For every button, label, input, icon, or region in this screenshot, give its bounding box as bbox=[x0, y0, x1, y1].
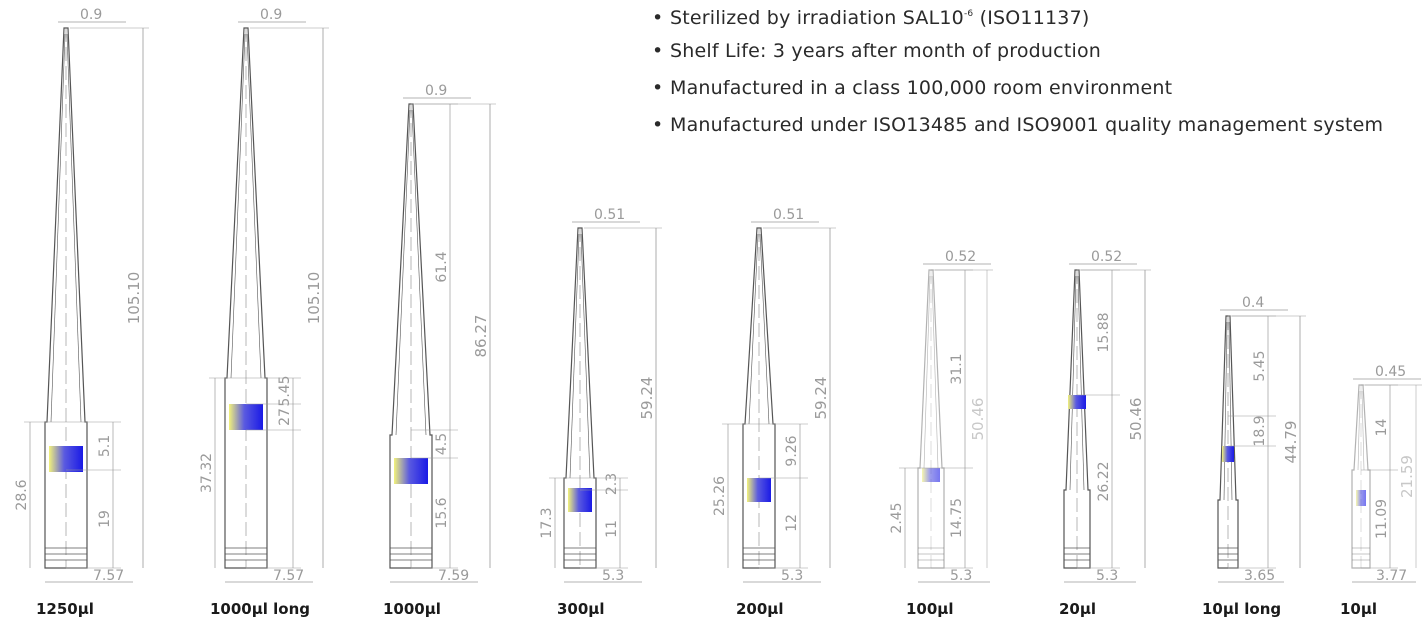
base-dia-text-20l: 5.3 bbox=[1096, 568, 1118, 584]
segment-text-1250l-1: 19 bbox=[97, 510, 113, 528]
tip-label-200ul: 200µl bbox=[736, 600, 784, 618]
base-dia-text-10llong: 3.65 bbox=[1244, 568, 1275, 584]
feature-cleanroom: • Manufactured in a class 100,000 room en… bbox=[652, 74, 1426, 111]
tip-inner-wall-left-100l bbox=[923, 275, 931, 469]
segment-text-1250l-0: 5.1 bbox=[97, 435, 113, 457]
tip-inner-wall-left-200l bbox=[748, 233, 759, 425]
tip-dia-text-200l: 0.51 bbox=[773, 207, 804, 223]
segment-text-300l-1: 11 bbox=[604, 520, 620, 538]
base-dia-text-1000llong: 7.57 bbox=[273, 568, 304, 584]
tip-inner-wall-left-1000l bbox=[395, 109, 411, 436]
feature-sterilization: • Sterilized by irradiation SAL10-6 (ISO1… bbox=[652, 0, 1426, 37]
bullet-dot: • bbox=[652, 77, 664, 99]
total-length-text-20l: 50.46 bbox=[1127, 398, 1145, 441]
bullet-dot: • bbox=[652, 114, 664, 136]
tip-inner-wall-right-20l bbox=[1077, 275, 1085, 491]
tip-dia-text-1000llong: 0.9 bbox=[260, 7, 282, 23]
feature-iso-quality: • Manufactured under ISO13485 and ISO9001… bbox=[652, 111, 1426, 148]
tip-label-1250ul: 1250µl bbox=[36, 600, 94, 618]
bullet-dot: • bbox=[652, 40, 664, 62]
lower-text-100l: 2.45 bbox=[889, 502, 905, 533]
base-dia-text-300l: 5.3 bbox=[602, 568, 624, 584]
tip-filter-band-10llong bbox=[1222, 446, 1234, 462]
tip-filter-band-100l bbox=[922, 468, 940, 482]
tip-inner-wall-right-1000l bbox=[411, 109, 427, 436]
total-length-text-10llong: 44.79 bbox=[1282, 421, 1300, 464]
tip-label-20ul: 20µl bbox=[1059, 600, 1097, 618]
tip-filter-band-300l bbox=[568, 488, 592, 512]
tip-dia-text-20l: 0.52 bbox=[1091, 249, 1122, 265]
tip-label-10ul-long: 10µl long bbox=[1202, 600, 1282, 618]
tip-filter-band-1000llong bbox=[229, 404, 263, 430]
tip-inner-wall-right-100l bbox=[931, 275, 939, 469]
tip-inner-wall-left-20l bbox=[1069, 275, 1077, 491]
segment-text-1000l-2: 15.6 bbox=[434, 497, 450, 528]
lower-text-1250l: 28.6 bbox=[14, 479, 30, 510]
base-dia-text-10l: 3.77 bbox=[1376, 568, 1407, 584]
tip-dia-text-10l: 0.45 bbox=[1375, 364, 1406, 380]
total-length-text-10l: 21.59 bbox=[1398, 455, 1416, 498]
segment-text-300l-0: 2.3 bbox=[604, 473, 620, 495]
segment-text-20l-1: 26.22 bbox=[1096, 461, 1112, 501]
base-dia-text-200l: 5.3 bbox=[781, 568, 803, 584]
tip-label-1000ul: 1000µl bbox=[383, 600, 441, 618]
segment-text-100l-1: 14.75 bbox=[949, 498, 965, 538]
segment-text-200l-0: 9.26 bbox=[784, 435, 800, 466]
tip-inner-wall-left-10llong bbox=[1223, 321, 1228, 501]
lower-text-300l: 17.3 bbox=[539, 507, 555, 538]
segment-text-20l-0: 15.88 bbox=[1096, 312, 1112, 352]
base-dia-text-1250l: 7.57 bbox=[93, 568, 124, 584]
segment-text-200l-1: 12 bbox=[784, 514, 800, 532]
segment-text-10llong-1: 18.9 bbox=[1252, 415, 1268, 446]
tip-inner-wall-left-1000llong bbox=[230, 33, 246, 379]
total-length-text-1000l: 86.27 bbox=[472, 315, 490, 358]
tip-dia-text-10llong: 0.4 bbox=[1242, 295, 1264, 311]
tip-filter-band-1000l bbox=[394, 458, 428, 484]
tip-inner-wall-right-10l bbox=[1361, 390, 1365, 471]
tip-label-1000ul-long: 1000µl long bbox=[210, 600, 311, 618]
tip-inner-wall-left-10l bbox=[1357, 390, 1361, 471]
bullet-dot: • bbox=[652, 7, 664, 29]
feature-shelf-life: • Shelf Life: 3 years after month of prod… bbox=[652, 37, 1426, 74]
tip-inner-wall-right-10llong bbox=[1228, 321, 1233, 501]
total-length-text-300l: 59.24 bbox=[638, 377, 656, 420]
tip-dia-text-1000l: 0.9 bbox=[425, 83, 447, 99]
tip-filter-band-200l bbox=[747, 478, 771, 502]
tip-label-300ul: 300µl bbox=[557, 600, 605, 618]
segment-text-100l-0: 31.1 bbox=[949, 353, 965, 384]
tip-dia-text-300l: 0.51 bbox=[594, 207, 625, 223]
tip-inner-wall-right-300l bbox=[580, 233, 591, 479]
base-dia-text-1000l: 7.59 bbox=[438, 568, 469, 584]
lower-text-200l: 25.26 bbox=[712, 476, 728, 516]
segment-text-1000llong-0: 5.45 bbox=[277, 375, 293, 406]
segment-text-1000l-0: 61.4 bbox=[434, 251, 450, 282]
total-length-text-100l: 50.46 bbox=[969, 398, 987, 441]
segment-text-1000llong-1: 27 bbox=[277, 408, 293, 426]
tip-inner-wall-right-1000llong bbox=[246, 33, 262, 379]
segment-text-1000l-1: 4.5 bbox=[434, 433, 450, 455]
tip-dia-text-100l: 0.52 bbox=[945, 249, 976, 265]
tip-label-10ul: 10µl bbox=[1340, 600, 1378, 618]
tip-inner-wall-left-300l bbox=[569, 233, 580, 479]
segment-text-10l-1: 11.09 bbox=[1374, 499, 1390, 539]
tip-inner-wall-left-1250l bbox=[50, 33, 66, 423]
feature-list: • Sterilized by irradiation SAL10-6 (ISO1… bbox=[652, 0, 1426, 148]
tip-inner-wall-right-200l bbox=[759, 233, 770, 425]
tip-inner-wall-right-1250l bbox=[66, 33, 82, 423]
tip-filter-band-20l bbox=[1068, 395, 1086, 409]
tip-dia-text-1250l: 0.9 bbox=[80, 7, 102, 23]
total-length-text-1250l: 105.10 bbox=[125, 272, 143, 325]
lower-text-1000llong: 37.32 bbox=[199, 453, 215, 493]
total-length-text-1000llong: 105.10 bbox=[305, 272, 323, 325]
segment-text-10llong-0: 5.45 bbox=[1252, 350, 1268, 381]
tip-filter-band-10l bbox=[1356, 490, 1366, 506]
tip-label-100ul: 100µl bbox=[906, 600, 954, 618]
tip-filter-band-1250l bbox=[49, 446, 83, 472]
base-dia-text-100l: 5.3 bbox=[950, 568, 972, 584]
segment-text-10l-0: 14 bbox=[1374, 419, 1390, 437]
total-length-text-200l: 59.24 bbox=[812, 377, 830, 420]
